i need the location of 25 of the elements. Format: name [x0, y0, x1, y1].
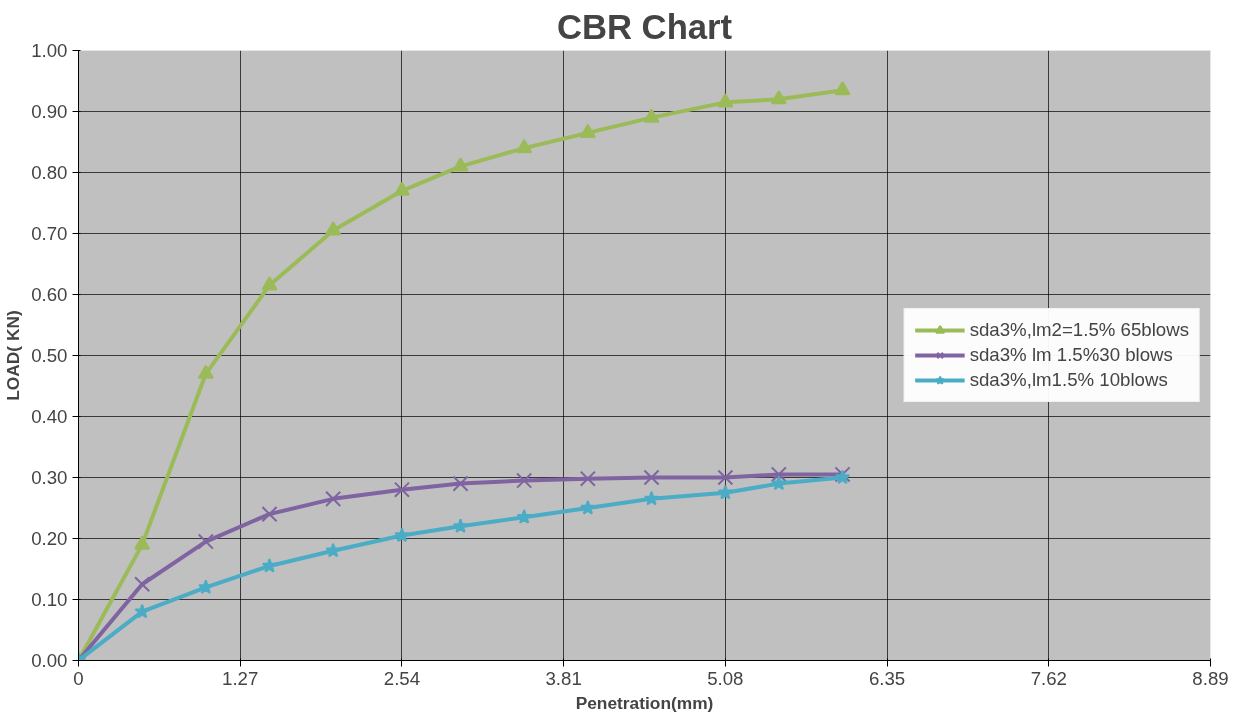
y-tick-label: 0.70 — [31, 223, 68, 244]
y-tick-label: 0.60 — [31, 284, 68, 305]
x-tick-label: 6.35 — [868, 667, 906, 689]
x-tick-label: 7.62 — [1030, 667, 1067, 689]
y-tick-label: 0.00 — [31, 650, 68, 671]
x-axis-title: Penetration(mm) — [575, 692, 714, 713]
legend-label: sda3%,lm2=1.5% 65blows — [969, 319, 1189, 341]
chart-title: CBR Chart — [556, 7, 733, 46]
y-tick-label: 0.10 — [31, 589, 68, 610]
y-tick-label: 0.90 — [31, 101, 68, 122]
y-tick-label: 0.30 — [31, 467, 68, 488]
y-tick-label: 0.50 — [31, 345, 68, 366]
y-tick-label: 1.00 — [31, 40, 68, 61]
legend-label: sda3% lm 1.5%30 blows — [969, 344, 1173, 366]
y-tick-label: 0.40 — [31, 406, 68, 427]
y-axis-title: LOAD( KN) — [3, 310, 24, 401]
y-tick-label: 0.80 — [31, 162, 68, 183]
x-tick-label: 2.54 — [383, 667, 421, 689]
x-tick-label: 3.81 — [545, 667, 582, 689]
x-tick-label: 1.27 — [222, 667, 259, 689]
x-tick-label: 0 — [73, 667, 84, 689]
legend-label: sda3%,lm1.5% 10blows — [969, 369, 1168, 391]
y-tick-label: 0.20 — [31, 528, 68, 549]
x-tick-label: 5.08 — [707, 667, 744, 689]
x-tick-label: 8.89 — [1192, 667, 1229, 689]
